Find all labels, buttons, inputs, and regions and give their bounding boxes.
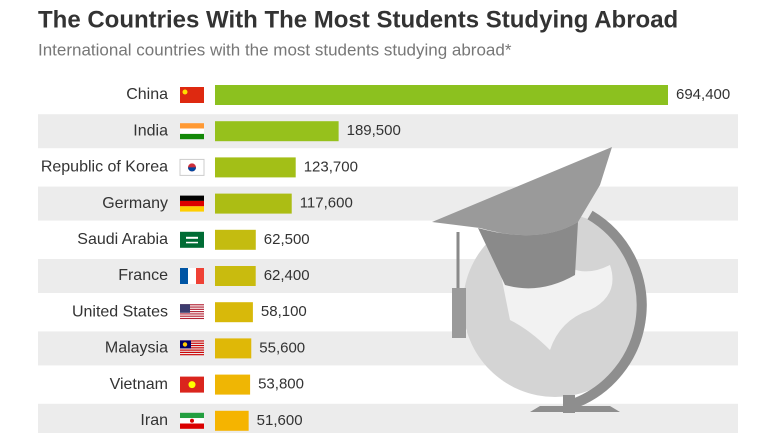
globe-ring [568, 210, 647, 410]
bars-layer: China 694,400 India 189,500 Republic of Kore… [41, 85, 730, 431]
flag [180, 313, 204, 315]
category-label: Germany [102, 195, 168, 212]
category-label: Republic of Korea [41, 159, 168, 176]
flag-icon [180, 231, 204, 248]
flag [182, 342, 188, 347]
category-label: Iran [140, 412, 168, 429]
flag-icon [179, 158, 205, 176]
flag [188, 167, 196, 172]
cap-base [478, 222, 578, 289]
flag [196, 268, 204, 284]
flag [186, 241, 198, 244]
bar [215, 229, 256, 250]
value-label: 53,800 [258, 376, 304, 393]
flag [180, 311, 204, 313]
flag [180, 349, 204, 351]
flag [180, 206, 204, 212]
bar [215, 374, 251, 395]
flag [180, 342, 204, 344]
flag-icon [180, 304, 204, 320]
value-label: 189,500 [347, 122, 401, 139]
flag [180, 200, 204, 207]
category-label: India [133, 122, 168, 139]
value-label: 55,600 [259, 339, 305, 356]
flag [180, 412, 204, 419]
bar [215, 302, 253, 323]
flag [180, 344, 204, 347]
flag-icon [180, 268, 204, 284]
flag-icon [180, 123, 204, 140]
value-label: 62,400 [264, 267, 310, 284]
value-label: 58,100 [261, 303, 307, 320]
bar [215, 193, 292, 214]
category-label: Malaysia [105, 340, 168, 357]
flag [180, 317, 204, 320]
flag [182, 89, 188, 95]
flag [180, 423, 204, 429]
flag [180, 308, 204, 310]
flag [190, 418, 194, 423]
flag [186, 236, 198, 239]
bar [215, 85, 668, 105]
flag-icon [180, 412, 204, 429]
bar [215, 157, 296, 178]
bar [215, 121, 339, 142]
flag [180, 340, 204, 342]
bar [215, 338, 252, 359]
flag-icon [180, 87, 204, 103]
flag [180, 304, 204, 306]
category-label: United States [72, 303, 168, 320]
flag [180, 351, 204, 353]
flag [180, 87, 204, 103]
flag [180, 354, 204, 356]
category-label: China [126, 86, 168, 103]
chart-subtitle: International countries with the most st… [38, 40, 512, 59]
tassel [452, 288, 466, 338]
value-label: 123,700 [304, 158, 358, 175]
bar [215, 410, 249, 431]
flag [180, 304, 190, 313]
flag [180, 231, 204, 248]
row-band [38, 403, 738, 433]
category-label: Vietnam [110, 376, 168, 393]
flag [180, 306, 204, 308]
flag-icon [180, 340, 204, 356]
value-label: 51,600 [257, 412, 303, 429]
flag [180, 347, 204, 349]
category-label: France [118, 267, 168, 284]
flag-icon [180, 376, 204, 393]
chart-title: The Countries With The Most Students Stu… [38, 6, 678, 33]
flag [180, 195, 204, 201]
bar [215, 266, 256, 286]
flag [180, 123, 204, 129]
flag [180, 315, 204, 317]
illustration [432, 147, 647, 413]
flag [180, 128, 204, 134]
flag [180, 268, 188, 284]
cap-board [432, 147, 612, 236]
row-band [38, 186, 738, 221]
flag [180, 133, 204, 140]
value-label: 62,500 [264, 231, 310, 248]
row-band [38, 114, 738, 149]
globe-base [530, 406, 620, 412]
flag-icon [180, 195, 204, 212]
flag [188, 268, 196, 284]
flag [188, 381, 196, 389]
value-label: 694,400 [676, 86, 730, 103]
value-label: 117,600 [300, 195, 353, 212]
category-label: Saudi Arabia [77, 231, 168, 248]
